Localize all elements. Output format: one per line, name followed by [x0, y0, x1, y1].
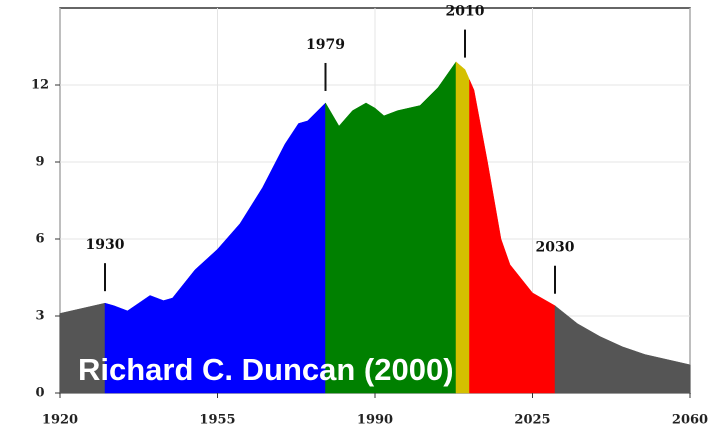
area-segment [455, 61, 470, 394]
y-tick-label: 6 [35, 232, 44, 247]
x-tick-label: 2060 [672, 413, 708, 428]
y-tick-label: 12 [31, 78, 49, 93]
credit: Richard C. Duncan (2000) [78, 352, 454, 387]
areas [59, 61, 691, 394]
y-tick-label: 9 [35, 155, 44, 170]
annotation-label: 1930 [86, 237, 125, 253]
area-segment [554, 305, 691, 394]
x-tick-label: 1955 [199, 413, 235, 428]
y-tick-label: 3 [35, 309, 44, 324]
area-segment [59, 302, 106, 394]
annotation-label: 1979 [306, 37, 345, 53]
x-tick-label: 2025 [514, 413, 550, 428]
annotation-label: 2010 [446, 4, 485, 20]
x-tick-label: 1990 [357, 413, 393, 428]
annotation-label: 2030 [536, 240, 575, 256]
y-tick-label: 0 [35, 386, 44, 401]
area-segment [104, 102, 326, 394]
overlay: 0 3 6 9 12 1920 1955 1990 2025 2060 1930 1979 2010 20… [31, 4, 708, 428]
x-tick-label: 1920 [42, 413, 78, 428]
